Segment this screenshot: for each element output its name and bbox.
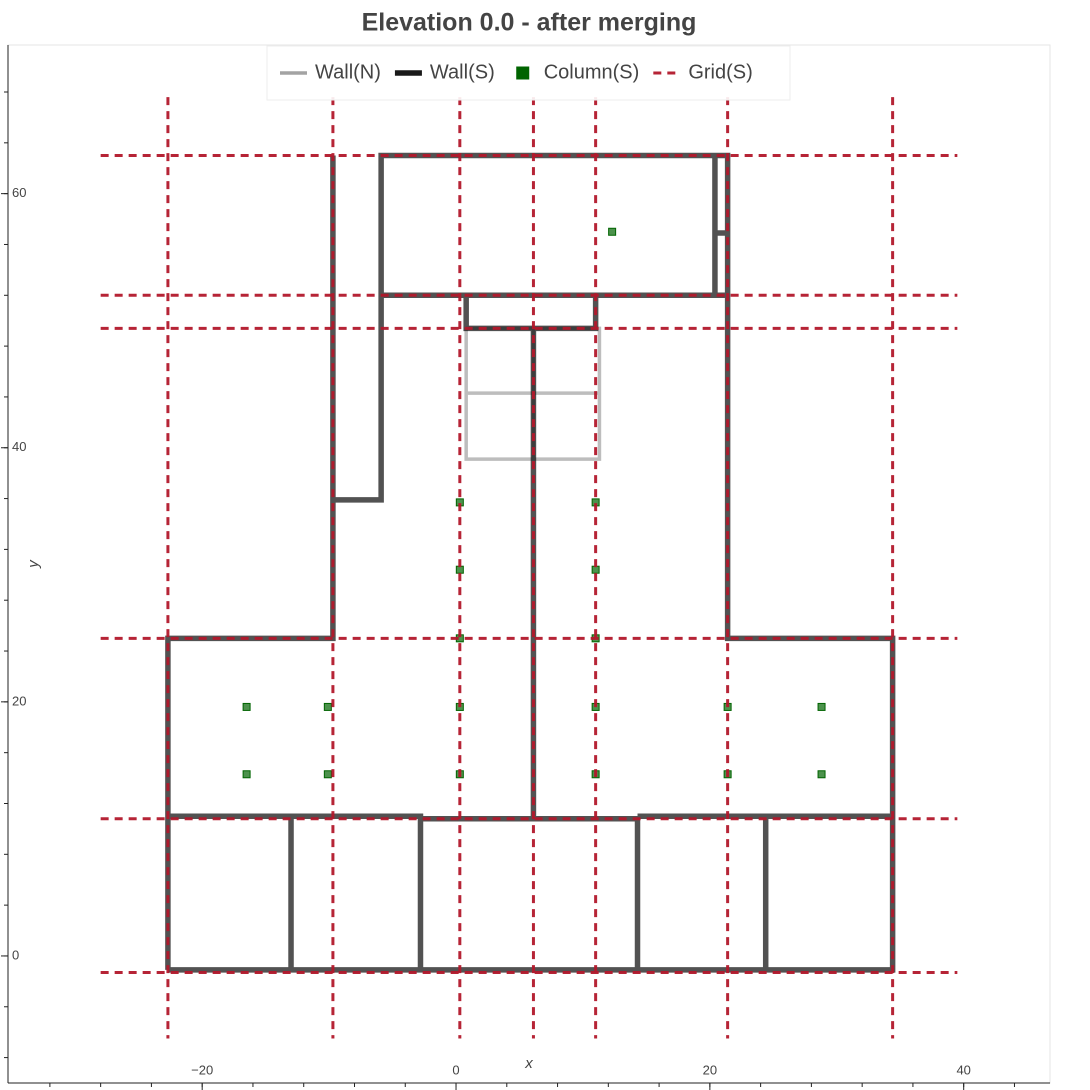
legend: Wall(N) Wall(S) Column(S) Grid(S) bbox=[266, 45, 791, 101]
column-marker bbox=[817, 702, 826, 711]
chart-title: Elevation 0.0 - after merging bbox=[362, 9, 697, 37]
column-marker bbox=[591, 565, 600, 574]
legend-swatch bbox=[516, 66, 530, 80]
column-marker bbox=[323, 702, 332, 711]
series-line bbox=[165, 152, 896, 973]
x-tick-label: 0 bbox=[452, 1062, 459, 1077]
x-tick-label: 40 bbox=[956, 1062, 970, 1077]
column-marker bbox=[455, 565, 464, 574]
x-tick-label: 20 bbox=[703, 1062, 717, 1077]
y-tick-label: 40 bbox=[12, 439, 26, 454]
axes: −20 0 20 40 0 20 40 60 bbox=[1, 45, 1050, 1090]
y-axis-label: y bbox=[25, 559, 42, 569]
x-axis-label: x bbox=[524, 1055, 533, 1072]
column-marker bbox=[323, 770, 332, 779]
y-tick-label: 60 bbox=[12, 185, 26, 200]
column-marker bbox=[608, 227, 617, 236]
column-marker bbox=[242, 702, 251, 711]
series-line bbox=[100, 97, 958, 1039]
plot-area bbox=[100, 97, 958, 1039]
legend-label: Wall(N) bbox=[315, 61, 381, 83]
legend-label: Wall(S) bbox=[430, 61, 495, 83]
legend-label: Grid(S) bbox=[688, 61, 752, 83]
y-tick-label: 20 bbox=[12, 693, 26, 708]
column-marker bbox=[242, 770, 251, 779]
column-marker bbox=[817, 770, 826, 779]
legend-label: Column(S) bbox=[544, 61, 640, 83]
x-tick-label: −20 bbox=[191, 1062, 213, 1077]
y-tick-label: 0 bbox=[12, 947, 19, 962]
